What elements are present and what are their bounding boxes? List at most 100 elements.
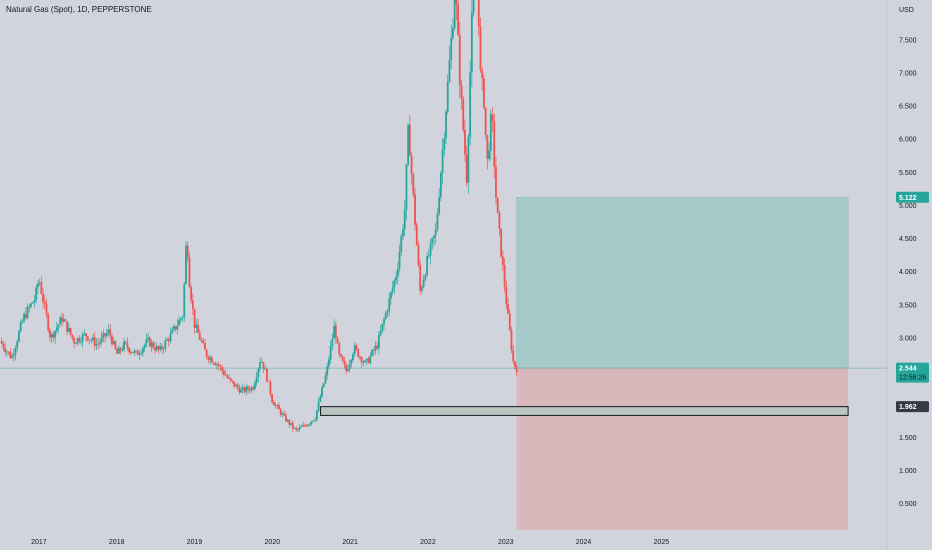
candle-body	[133, 350, 136, 353]
candle-body	[514, 361, 516, 368]
candle-body	[322, 383, 325, 388]
candle	[195, 319, 198, 333]
candle-body	[288, 419, 291, 425]
candle	[210, 355, 213, 363]
candle-body	[431, 238, 434, 244]
candle-body	[307, 424, 310, 427]
candle	[92, 334, 94, 343]
candle	[458, 21, 461, 98]
candle-body	[112, 341, 115, 345]
candle	[395, 271, 397, 285]
candles-layer	[0, 0, 518, 433]
candle-body	[47, 314, 50, 331]
candle-body	[383, 319, 385, 324]
candle	[159, 342, 162, 352]
candle-body	[496, 197, 499, 213]
candle	[460, 80, 463, 110]
candle-body	[209, 357, 211, 360]
candle	[166, 337, 168, 342]
candle	[61, 312, 63, 327]
candle-body	[50, 333, 53, 338]
candle	[183, 281, 186, 322]
candle-body	[329, 345, 332, 360]
candle-body	[281, 413, 284, 415]
candle	[179, 317, 182, 324]
candle-body	[367, 358, 370, 363]
candle	[415, 222, 418, 246]
candle-body	[446, 81, 449, 112]
price-axis-tick-label: 6.000	[899, 137, 917, 144]
candle	[340, 353, 342, 358]
profit-target-zone[interactable]	[516, 196, 849, 369]
candle	[59, 315, 62, 325]
candle-body	[131, 352, 134, 353]
candle-body	[19, 322, 22, 332]
support-zone-rectangle[interactable]	[320, 406, 849, 416]
candle	[54, 330, 57, 345]
candle	[446, 74, 449, 115]
candle	[93, 331, 96, 350]
candle-body	[152, 342, 155, 348]
candle-body	[97, 343, 100, 345]
candle	[257, 367, 260, 383]
candle-body	[379, 330, 382, 336]
candle	[317, 397, 320, 413]
candle	[321, 384, 323, 398]
candle-body	[400, 235, 403, 253]
symbol-title: Natural Gas (Spot), 1D, PEPPERSTONE	[6, 5, 152, 14]
candle-body	[353, 345, 356, 354]
candle-body	[453, 0, 456, 29]
candle-body	[255, 376, 258, 383]
candle	[491, 107, 494, 132]
candle-body	[202, 341, 205, 343]
candle	[231, 380, 234, 384]
candle-body	[369, 355, 372, 363]
candle	[100, 331, 103, 346]
candle-body	[271, 394, 273, 403]
candle	[288, 418, 291, 428]
candle	[448, 45, 451, 83]
stop-loss-zone[interactable]	[516, 368, 849, 530]
candle	[164, 337, 167, 352]
candle	[436, 208, 439, 232]
candle-body	[452, 28, 454, 38]
candle-body	[80, 341, 82, 343]
candle	[186, 241, 189, 262]
candle	[112, 337, 115, 346]
candle-body	[441, 149, 444, 174]
candle-body	[159, 346, 162, 350]
candle	[314, 417, 317, 422]
candle	[207, 355, 210, 363]
candle-body	[45, 303, 48, 315]
candle	[140, 349, 143, 356]
price-axis[interactable]: USD 7.500 7.000 6.500 6.000 5.500 5.000 4.500 4.…	[886, 0, 929, 550]
candle-body	[74, 343, 77, 345]
candle-body	[455, 0, 458, 5]
candle	[272, 400, 275, 406]
candle	[433, 234, 435, 247]
candle-body	[484, 107, 487, 135]
candle-body	[467, 136, 470, 183]
candle-body	[284, 415, 287, 422]
candle-body	[384, 312, 387, 320]
candle	[104, 332, 106, 343]
candle-body	[331, 338, 334, 346]
candle-body	[469, 72, 472, 137]
candle	[326, 362, 329, 380]
candle-body	[228, 377, 230, 379]
candle	[243, 385, 246, 394]
candle-body	[129, 351, 132, 353]
candle	[138, 349, 141, 360]
candle	[260, 357, 263, 363]
candle-body	[371, 350, 373, 356]
candle-body	[422, 279, 425, 288]
candle	[481, 66, 484, 91]
candle-body	[121, 349, 124, 351]
candle	[283, 410, 286, 416]
candle	[334, 321, 337, 345]
candle-body	[104, 333, 106, 337]
time-axis[interactable]: 2017 2018 2019 2020 2021 2022 2023 2024 2025	[31, 539, 669, 546]
candle-body	[360, 357, 363, 363]
time-axis-tick-label: 2023	[498, 539, 514, 546]
